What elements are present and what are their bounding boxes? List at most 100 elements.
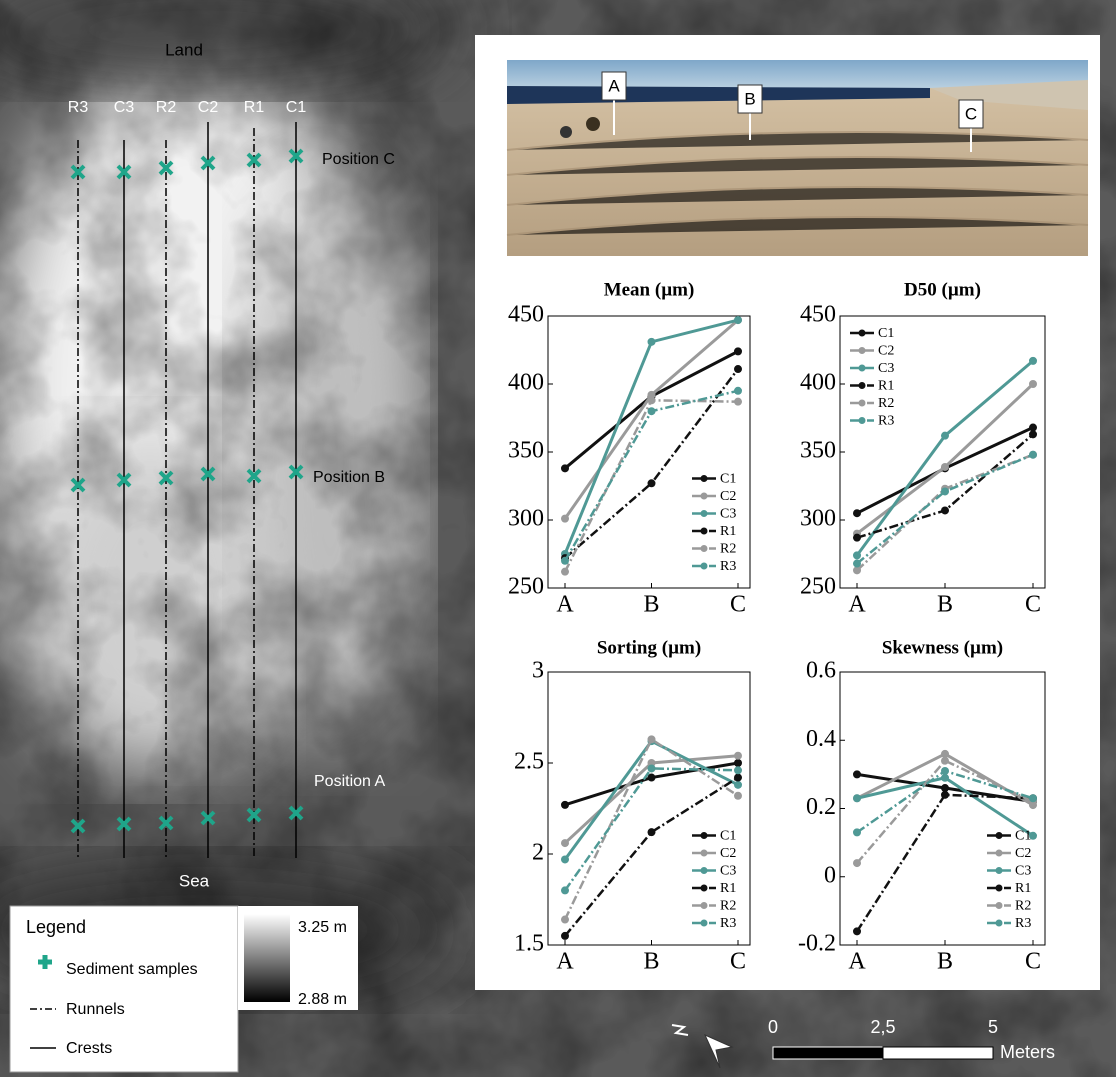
data-point (561, 800, 569, 809)
sediment-sample (158, 160, 174, 176)
legend-marker (995, 832, 1003, 839)
legend-label: R2 (720, 542, 736, 557)
north-arrow (704, 1034, 734, 1069)
data-point (853, 559, 861, 568)
data-point (734, 766, 742, 775)
sediment-sample (70, 818, 86, 834)
photo: A B C (506, 60, 1089, 256)
y-tick-label: 2 (532, 840, 544, 866)
position-label: Position C (322, 151, 395, 168)
legend-label: C2 (878, 344, 894, 359)
y-tick-label: 0.4 (806, 726, 836, 752)
data-point (561, 855, 569, 864)
map-legend: Legend Sediment samples Runnels Crests 3… (9, 905, 358, 1073)
y-tick-label: 350 (508, 438, 544, 464)
sediment-sample (200, 810, 216, 826)
data-point (1029, 794, 1037, 803)
legend-label: C1 (1015, 829, 1031, 844)
data-point (853, 927, 861, 936)
data-point (853, 551, 861, 560)
sediment-sample (246, 152, 262, 168)
legend-marker (700, 884, 708, 892)
data-point (561, 931, 569, 940)
y-tick-label: 1.5 (514, 931, 544, 957)
legend-label: C3 (1015, 864, 1031, 879)
legend-label: R3 (720, 916, 736, 931)
legend-label: R2 (1015, 899, 1031, 914)
sediment-sample (158, 815, 174, 831)
y-tick-label: 300 (508, 506, 544, 532)
data-point (647, 764, 656, 773)
data-point (853, 859, 861, 868)
legend-marker (995, 919, 1003, 927)
photo-label: A (608, 76, 620, 95)
data-point (734, 791, 742, 800)
legend-label: R1 (720, 524, 736, 539)
data-point (941, 766, 949, 775)
series-line (856, 453, 1034, 565)
chart-title: Skewness (µm) (882, 637, 1003, 658)
transect-label: C1 (286, 99, 307, 116)
scale-label: 5 (988, 1017, 998, 1037)
data-point (853, 794, 861, 803)
x-tick-label: A (556, 949, 574, 975)
photo-label: B (744, 89, 755, 108)
series-line (855, 793, 1034, 933)
data-point (647, 828, 656, 837)
data-point (647, 407, 656, 416)
data-point (853, 828, 861, 837)
legend-marker (700, 849, 708, 857)
colorbar-label: 3.25 m (298, 919, 347, 936)
legend-label: C1 (720, 829, 736, 844)
sample-symbol (38, 955, 52, 969)
data-point (853, 770, 861, 779)
data-point (1029, 356, 1037, 365)
transect-label: C2 (198, 99, 219, 116)
legend-marker (700, 867, 708, 874)
chart: D50 (µm) 250 300 350 400 450 A B C C1 C2 C3 R1 R2 R3 (800, 279, 1046, 618)
x-tick-label: C (1025, 949, 1041, 975)
data-point (941, 487, 949, 496)
data-point (561, 514, 569, 523)
scale-segment (772, 1046, 884, 1060)
legend-label: R1 (1015, 881, 1031, 896)
transect-label: R2 (156, 99, 177, 116)
data-point (853, 566, 861, 575)
x-tick-label: A (556, 592, 574, 618)
y-tick-label: 300 (800, 506, 836, 532)
data-point (647, 396, 656, 405)
sediment-sample (116, 816, 132, 832)
data-point (1029, 831, 1037, 840)
data-point (734, 365, 742, 374)
sediment-sample (116, 472, 132, 488)
land-label: Land (165, 40, 203, 59)
x-tick-label: C (1025, 592, 1041, 618)
y-tick-label: 450 (800, 302, 836, 328)
data-point (941, 462, 949, 471)
y-tick-label: -0.2 (798, 931, 836, 957)
scale-label: 0 (768, 1017, 778, 1037)
sediment-sample (158, 470, 174, 486)
sediment-sample (70, 477, 86, 493)
legend-marker (700, 545, 708, 552)
position-label: Position A (314, 773, 385, 790)
data-point (941, 506, 949, 515)
legend-label: C2 (720, 846, 736, 861)
y-tick-label: 250 (800, 574, 836, 600)
data-point (734, 386, 742, 395)
legend-marker (700, 562, 708, 570)
legend-marker (995, 849, 1003, 857)
series-line (856, 759, 1034, 864)
y-tick-label: 2.5 (514, 749, 544, 775)
y-tick-label: 400 (800, 370, 836, 396)
data-point (561, 567, 569, 576)
legend-label: C2 (1015, 846, 1031, 861)
data-point (561, 839, 569, 848)
legend-label: R3 (720, 559, 736, 574)
legend-marker (995, 902, 1003, 909)
data-point (1029, 450, 1037, 459)
sediment-sample (288, 148, 304, 164)
transect-label: R3 (68, 99, 89, 116)
y-tick-label: 250 (508, 574, 544, 600)
legend-item: Crests (66, 1040, 112, 1057)
